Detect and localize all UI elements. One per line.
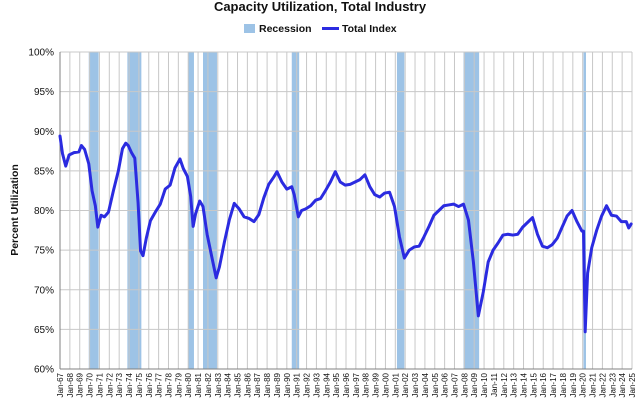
x-tick-label: Jan-90	[283, 372, 292, 397]
y-tick-label: 95%	[34, 87, 54, 98]
x-tick-label: Jan-98	[362, 372, 371, 397]
gridlines	[59, 51, 633, 370]
x-tick-label: Jan-92	[303, 372, 312, 397]
x-tick-label: Jan-67	[56, 372, 65, 397]
x-tick-label: Jan-75	[135, 372, 144, 397]
x-tick-label: Jan-94	[322, 372, 331, 397]
x-tick-label: Jan-19	[569, 372, 578, 397]
x-tick-label: Jan-70	[86, 372, 95, 397]
x-tick-label: Jan-95	[332, 372, 341, 397]
y-axis-label: Percent Utilization	[9, 164, 21, 256]
x-tick-label: Jan-24	[618, 372, 627, 397]
series-layer	[58, 134, 633, 334]
x-tick-label: Jan-71	[95, 372, 104, 397]
x-tick-label: Jan-14	[520, 372, 529, 397]
x-tick-label: Jan-81	[194, 372, 203, 397]
x-tick-label: Jan-86	[243, 372, 252, 397]
x-tick-label: Jan-79	[174, 372, 183, 397]
y-tick-label: 60%	[34, 365, 54, 376]
x-tick-label: Jan-82	[204, 372, 213, 397]
x-tick-label: Jan-03	[411, 372, 420, 397]
y-tick-label: 80%	[34, 206, 54, 217]
x-tick-label: Jan-06	[441, 372, 450, 397]
x-tick-label: Jan-10	[480, 372, 489, 397]
x-tick-label: Jan-13	[510, 372, 519, 397]
chart-title: Capacity Utilization, Total Industry	[214, 0, 427, 14]
x-tick-label: Jan-08	[460, 372, 469, 397]
x-tick-label: Jan-74	[125, 372, 134, 397]
y-tick-label: 65%	[34, 325, 54, 336]
chart-legend: Recession Total Index	[244, 23, 397, 35]
x-tick-label: Jan-23	[608, 372, 617, 397]
series-line-total-index	[58, 134, 633, 334]
x-tick-label: Jan-16	[539, 372, 548, 397]
legend-label-total-index: Total Index	[342, 23, 397, 35]
x-tick-label: Jan-76	[145, 372, 154, 397]
y-tick-label: 85%	[34, 166, 54, 177]
x-tick-label: Jan-93	[312, 372, 321, 397]
x-tick-label: Jan-89	[273, 372, 282, 397]
y-tick-label: 75%	[34, 246, 54, 257]
x-tick-label: Jan-17	[549, 372, 558, 397]
x-tick-label: Jan-15	[529, 372, 538, 397]
x-tick-label: Jan-12	[500, 372, 509, 397]
x-tick-label: Jan-97	[352, 372, 361, 397]
x-tick-label: Jan-05	[431, 372, 440, 397]
x-tick-label: Jan-00	[381, 372, 390, 397]
y-tick-label: 100%	[28, 48, 54, 59]
x-tick-label: Jan-69	[76, 372, 85, 397]
x-tick-label: Jan-99	[372, 372, 381, 397]
axes	[59, 52, 632, 370]
x-tick-label: Jan-21	[589, 372, 598, 397]
x-tick-label: Jan-83	[214, 372, 223, 397]
x-tick-label: Jan-01	[391, 372, 400, 397]
y-tick-label: 70%	[34, 285, 54, 296]
x-tick-label: Jan-73	[115, 372, 124, 397]
x-tick-label: Jan-25	[628, 372, 637, 397]
x-tick-label: Jan-18	[559, 372, 568, 397]
x-tick-label: Jan-77	[155, 372, 164, 397]
x-tick-label: Jan-02	[401, 372, 410, 397]
x-tick-label: Jan-80	[184, 372, 193, 397]
legend-label-recession: Recession	[259, 23, 312, 35]
x-tick-label: Jan-84	[224, 372, 233, 397]
y-tick-labels: 60% 65% 70% 75% 80% 85% 90% 95% 100%	[28, 48, 54, 376]
y-tick-label: 90%	[34, 127, 54, 138]
x-tick-label: Jan-11	[490, 372, 499, 396]
x-tick-label: Jan-96	[342, 372, 351, 397]
x-tick-label: Jan-22	[598, 372, 607, 397]
x-tick-label: Jan-07	[450, 372, 459, 397]
x-tick-label: Jan-68	[66, 372, 75, 397]
x-tick-label: Jan-20	[579, 372, 588, 397]
x-tick-labels: Jan-67 Jan-68 Jan-69 Jan-70 Jan-71 Jan-72 Jan-…	[56, 372, 637, 397]
legend-swatch-recession	[244, 24, 255, 33]
x-tick-label: Jan-91	[293, 372, 302, 397]
x-tick-label: Jan-87	[253, 372, 262, 397]
x-tick-label: Jan-72	[105, 372, 114, 397]
x-tick-label: Jan-09	[470, 372, 479, 397]
x-tick-label: Jan-04	[421, 372, 430, 397]
x-tick-label: Jan-78	[164, 372, 173, 397]
x-tick-label: Jan-85	[234, 372, 243, 397]
x-tick-label: Jan-88	[263, 372, 272, 397]
